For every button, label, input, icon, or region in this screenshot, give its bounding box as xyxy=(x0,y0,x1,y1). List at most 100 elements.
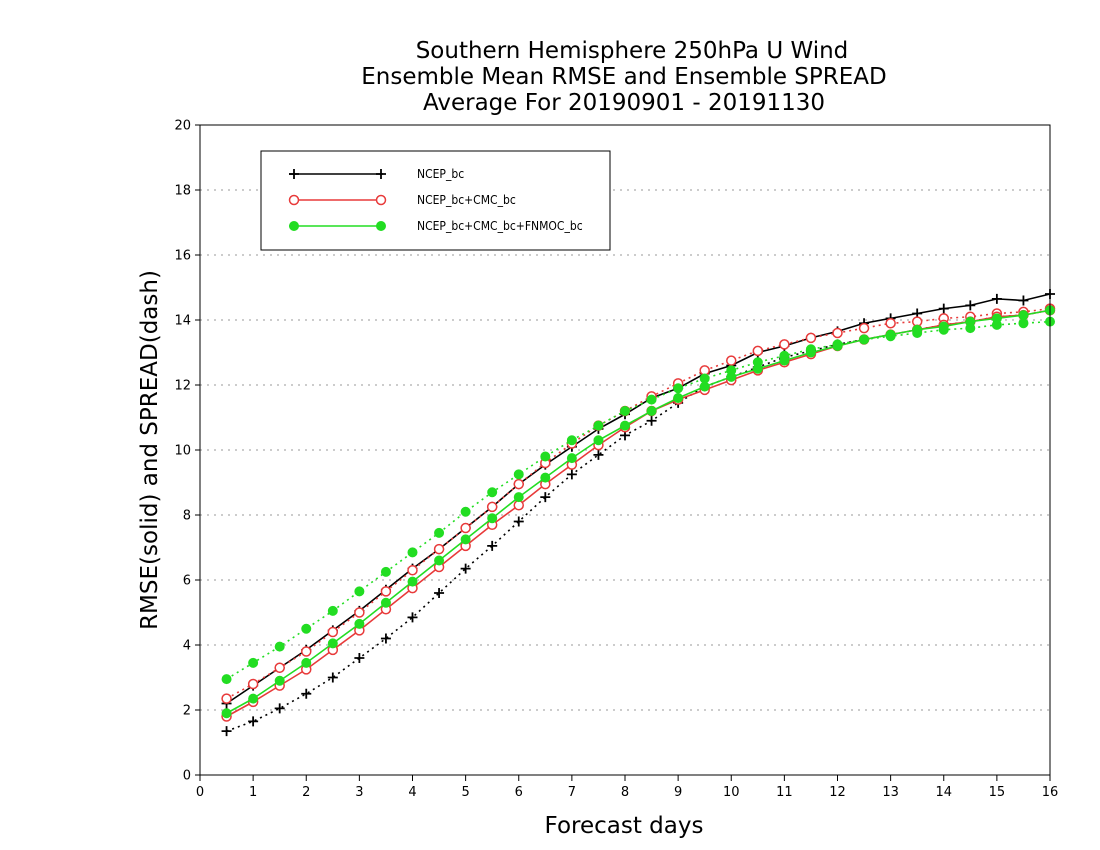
x-tick-label: 0 xyxy=(196,785,204,800)
spread-point xyxy=(460,522,471,534)
grid-lines xyxy=(200,189,1050,711)
y-tick-label: 12 xyxy=(174,379,191,394)
spread-point xyxy=(354,586,365,597)
spread-point xyxy=(354,607,365,618)
spread-point xyxy=(434,527,445,538)
title-line-1: Southern Hemisphere 250hPa U Wind xyxy=(416,38,849,64)
spread-point xyxy=(593,449,604,460)
rmse-point xyxy=(407,576,418,587)
x-tick-label: 11 xyxy=(776,785,793,800)
rmse-point xyxy=(513,492,524,503)
spread-point xyxy=(858,322,870,334)
spread-point xyxy=(540,492,551,503)
x-tick-label: 1 xyxy=(249,785,257,800)
x-tick-label: 3 xyxy=(355,785,363,800)
x-tick-label: 8 xyxy=(621,785,629,800)
spread-point xyxy=(646,394,657,405)
rmse-point xyxy=(991,293,1002,304)
rmse-point xyxy=(805,347,816,358)
chart-title: Southern Hemisphere 250hPa U Wind Ensemb… xyxy=(361,38,886,116)
legend-entry: NCEP_bc xyxy=(289,167,464,181)
spread-point xyxy=(354,653,365,663)
spread-point xyxy=(380,633,391,644)
series-layer xyxy=(221,289,1056,737)
x-tick-label: 2 xyxy=(302,785,310,800)
rmse-line xyxy=(226,293,1051,705)
spread-point xyxy=(221,726,232,737)
rmse-point xyxy=(248,693,259,704)
spread-point xyxy=(486,501,498,513)
spread-point xyxy=(248,716,259,727)
y-tick-label: 8 xyxy=(183,509,191,524)
rmse-point xyxy=(752,363,763,374)
rmse-point xyxy=(540,472,551,483)
rmse-point xyxy=(301,657,312,668)
spread-point xyxy=(221,693,232,704)
spread-point xyxy=(673,383,684,394)
spread-point xyxy=(487,487,498,498)
spread-point xyxy=(460,563,471,574)
x-tick-label: 5 xyxy=(461,785,469,800)
legend-entry: NCEP_bc+CMC_bc+FNMOC_bc xyxy=(289,219,583,233)
rmse-point xyxy=(885,329,896,340)
x-tick-label: 14 xyxy=(935,785,952,800)
legend-marker xyxy=(376,169,386,179)
spread-line xyxy=(226,309,1051,732)
rmse-point xyxy=(434,555,445,566)
legend-label: NCEP_bc xyxy=(417,167,464,181)
x-tick-label: 15 xyxy=(989,785,1006,800)
x-tick-label: 16 xyxy=(1042,785,1059,800)
spread-point xyxy=(407,612,418,623)
spread-point xyxy=(380,566,391,577)
rmse-point xyxy=(327,638,338,649)
x-tick-label: 9 xyxy=(674,785,682,800)
rmse-point xyxy=(912,324,923,335)
rmse-point xyxy=(965,316,976,327)
x-tick-label: 7 xyxy=(568,785,576,800)
spread-point xyxy=(327,605,338,616)
rmse-point xyxy=(726,371,737,382)
spread-point xyxy=(301,646,312,657)
legend-label: NCEP_bc+CMC_bc+FNMOC_bc xyxy=(417,219,583,233)
spread-point xyxy=(247,678,259,690)
x-axis-label: Forecast days xyxy=(545,813,704,839)
spread-point xyxy=(327,672,338,683)
x-tick-label: 12 xyxy=(829,785,846,800)
rmse-point xyxy=(673,393,684,403)
rmse-point xyxy=(699,381,710,392)
rmse-point xyxy=(991,313,1002,324)
spread-point xyxy=(885,318,896,329)
legend-entry: NCEP_bc+CMC_bc xyxy=(288,193,516,207)
rmse-point xyxy=(380,597,391,608)
spread-point xyxy=(433,543,445,555)
spread-point xyxy=(274,662,285,673)
rmse-point xyxy=(354,618,365,629)
y-tick-label: 16 xyxy=(174,249,191,264)
legend-label: NCEP_bc+CMC_bc xyxy=(417,193,516,207)
rmse-point xyxy=(832,341,843,351)
spread-point xyxy=(301,688,312,699)
spread-point xyxy=(593,420,604,431)
spread-point xyxy=(646,415,657,426)
rmse-point xyxy=(566,453,577,464)
rmse-point xyxy=(620,420,630,431)
rmse-point xyxy=(938,321,949,332)
spread-point xyxy=(327,626,339,638)
series-2 xyxy=(221,305,1055,719)
y-tick-label: 18 xyxy=(174,184,191,199)
spread-point xyxy=(274,703,285,714)
x-tick-label: 13 xyxy=(882,785,899,800)
rmse-point xyxy=(460,534,471,545)
legend-marker xyxy=(288,194,300,206)
spread-point xyxy=(221,674,232,685)
spread-point xyxy=(566,469,577,480)
spread-point xyxy=(566,435,577,446)
y-axis: 0 2 4 6 8 10 12 14 16 18 20 xyxy=(174,119,200,784)
legend-marker xyxy=(289,221,299,231)
y-tick-label: 6 xyxy=(183,574,191,589)
spread-line xyxy=(226,320,1051,680)
spread-point xyxy=(301,623,312,634)
spread-point xyxy=(248,657,259,668)
spread-point xyxy=(434,588,445,598)
legend-marker xyxy=(375,194,387,206)
